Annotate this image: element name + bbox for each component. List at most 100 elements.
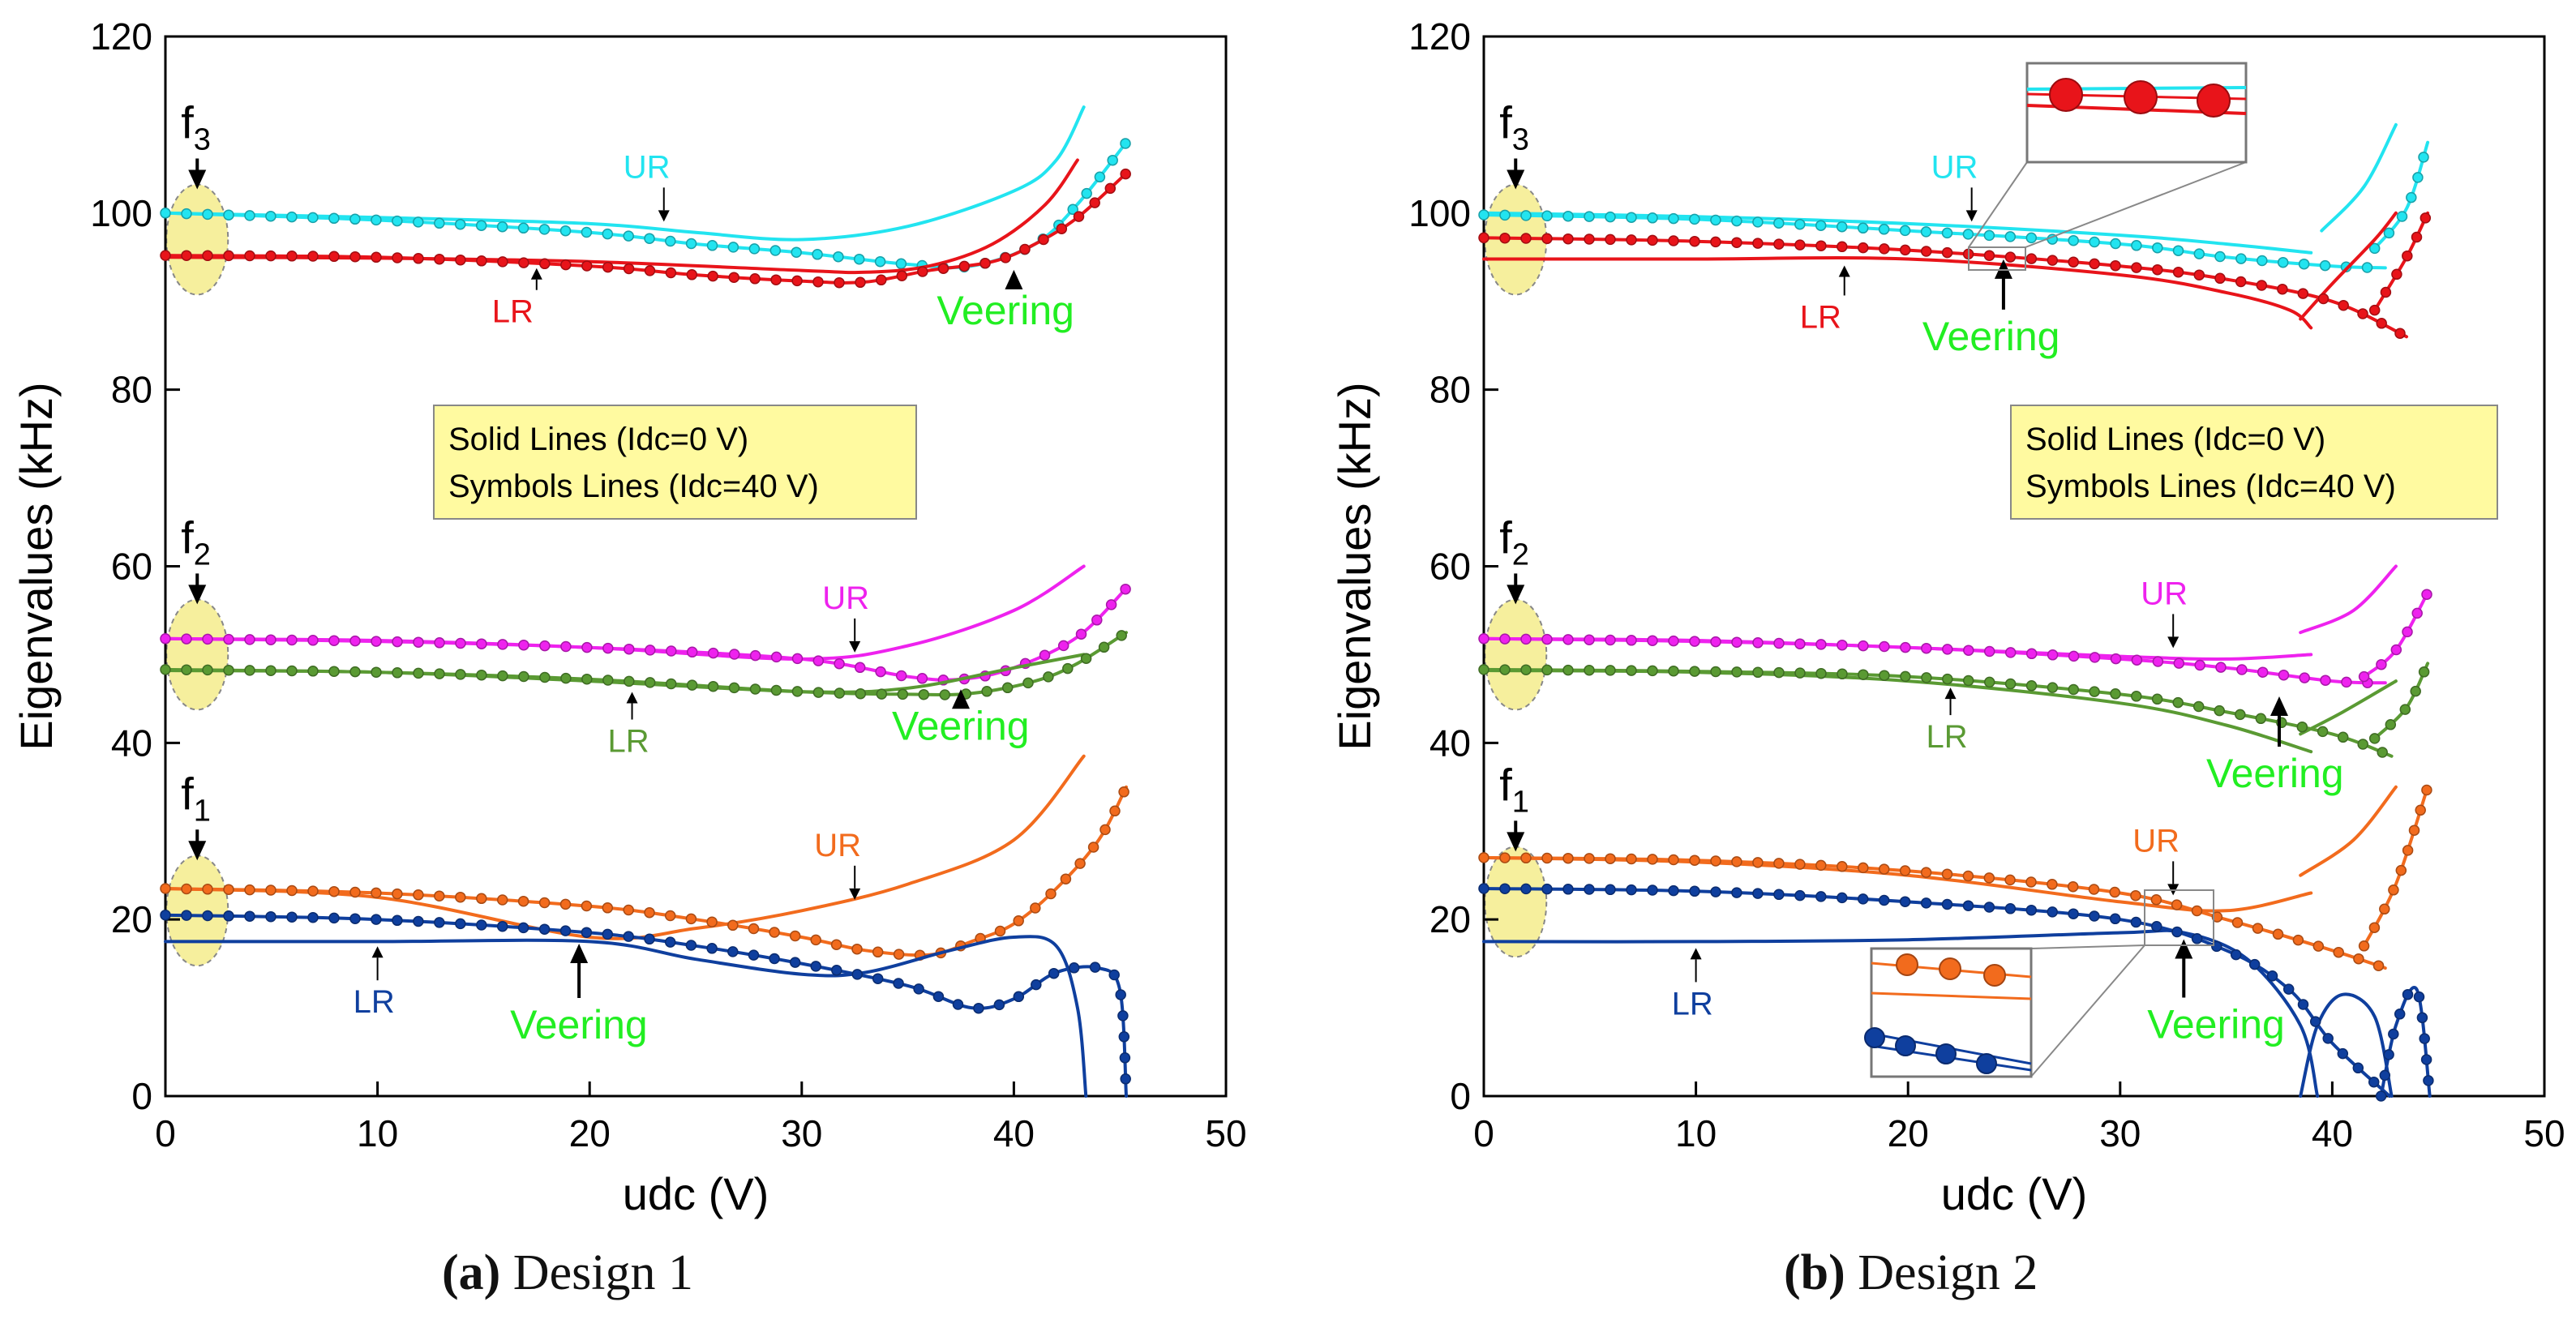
data-point <box>1478 209 1489 221</box>
data-point <box>2191 905 2203 917</box>
data-point <box>1120 583 1131 595</box>
data-point <box>2110 259 2121 272</box>
series-line <box>2320 122 2398 233</box>
data-point <box>1022 677 1034 689</box>
data-point <box>2368 242 2381 255</box>
data-point <box>392 667 403 679</box>
data-point <box>1584 884 1595 895</box>
data-point <box>1062 662 1074 675</box>
annotation-label: UR <box>2141 576 2188 611</box>
data-point <box>2292 934 2304 946</box>
data-point <box>476 255 487 267</box>
data-point <box>1562 233 1574 245</box>
data-point <box>958 260 971 272</box>
data-point <box>476 669 487 681</box>
data-point <box>917 266 928 277</box>
data-point <box>728 649 740 660</box>
data-point <box>727 242 739 253</box>
data-point <box>2312 940 2325 952</box>
data-point <box>727 919 739 932</box>
data-point <box>2150 894 2162 906</box>
data-point <box>666 645 677 657</box>
data-point <box>223 209 234 221</box>
data-point <box>1605 853 1616 864</box>
data-point <box>2413 991 2425 1003</box>
data-point <box>789 957 801 968</box>
data-point <box>1794 239 1806 251</box>
data-point <box>475 220 487 231</box>
data-point <box>2004 231 2017 242</box>
data-point <box>2383 227 2395 239</box>
data-point <box>1962 870 1974 882</box>
data-point <box>1120 168 1131 180</box>
data-point <box>812 687 825 698</box>
data-point <box>854 662 866 674</box>
data-point <box>497 639 508 650</box>
data-point <box>1900 641 1911 653</box>
data-point <box>1710 636 1721 648</box>
data-point <box>1773 637 1785 649</box>
data-point <box>223 910 234 922</box>
data-point <box>769 245 782 256</box>
data-point <box>644 933 655 945</box>
panel-b: 0 10 20 30 40 50 0 20 40 60 80 100 120 udc (V) Eigenva… <box>1329 15 2565 1219</box>
data-point <box>1920 897 1932 909</box>
data-point <box>831 965 842 976</box>
data-point <box>769 953 780 965</box>
data-point <box>1520 633 1532 645</box>
data-point <box>371 666 382 678</box>
data-point <box>2297 288 2309 299</box>
data-point <box>244 250 255 262</box>
mode-label: f2 <box>1499 512 1529 572</box>
data-point <box>1478 852 1489 863</box>
data-point <box>413 216 424 228</box>
data-point <box>1584 853 1595 864</box>
data-point <box>1499 232 1511 244</box>
data-point <box>1815 891 1827 902</box>
series-line <box>164 785 1128 957</box>
data-point <box>2385 719 2397 730</box>
data-point <box>2421 784 2432 796</box>
data-point <box>645 645 656 656</box>
data-point <box>1584 664 1595 676</box>
data-point <box>2399 704 2411 715</box>
data-point <box>932 991 945 1002</box>
data-point <box>851 969 864 980</box>
data-point <box>874 255 886 268</box>
mode-label: f1 <box>181 768 211 828</box>
data-point <box>2337 1047 2349 1060</box>
data-point <box>2361 262 2373 273</box>
data-point <box>1920 226 1932 238</box>
data-point <box>349 886 361 898</box>
legend-entry: Solid Lines (Idc=0 V) <box>448 422 748 457</box>
annotation-arrowhead <box>530 268 542 280</box>
data-point <box>1118 1031 1130 1043</box>
data-point <box>602 675 614 686</box>
data-point <box>1710 236 1721 248</box>
data-point <box>392 888 403 900</box>
data-point <box>1857 222 1869 234</box>
x-tick-label: 0 <box>1473 1112 1494 1154</box>
data-point <box>2338 299 2349 311</box>
data-point <box>918 688 930 700</box>
data-point <box>1858 862 1869 874</box>
data-point <box>476 893 487 905</box>
data-point <box>2089 652 2101 663</box>
data-point <box>2296 721 2308 733</box>
data-point <box>1019 243 1031 255</box>
data-point <box>916 673 928 684</box>
y-axis-label: Eigenvalues (kHz) <box>11 382 62 750</box>
data-point <box>1689 213 1700 225</box>
data-point <box>1689 885 1700 897</box>
zoom-insets <box>1864 62 2248 1078</box>
x-tick-label: 50 <box>1205 1112 1246 1154</box>
data-point <box>2376 658 2387 670</box>
data-point <box>1962 900 1974 911</box>
annotation-arrowhead <box>1507 585 1525 605</box>
data-point <box>2420 1054 2432 1065</box>
annotation-arrowhead <box>2175 939 2193 959</box>
data-point <box>2089 910 2100 922</box>
data-point <box>2152 656 2164 667</box>
data-point <box>1626 635 1637 646</box>
data-point <box>1962 675 1974 687</box>
